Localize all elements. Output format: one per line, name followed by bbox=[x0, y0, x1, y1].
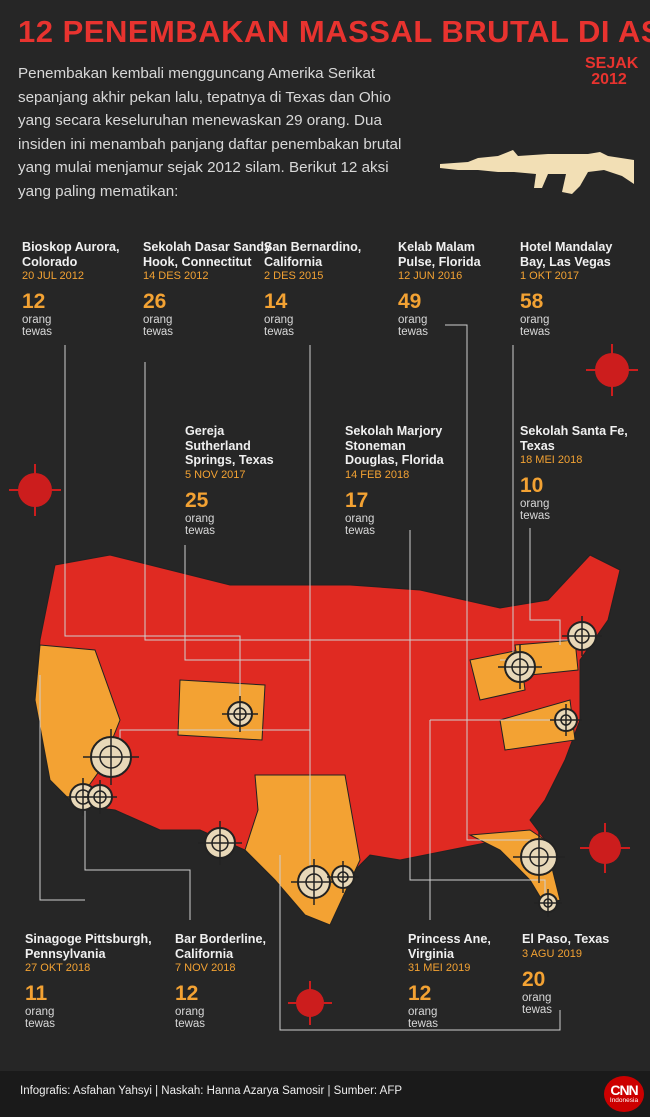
event-date: 7 NOV 2018 bbox=[175, 962, 236, 974]
connector-borderline bbox=[84, 800, 191, 920]
crosshair-icon bbox=[222, 696, 258, 732]
event-card-pulse: Kelab Malam Pulse, Florida 12 JUN 2016 4… bbox=[398, 240, 503, 338]
crosshair-icon bbox=[327, 861, 359, 893]
state-virginia bbox=[499, 699, 576, 751]
event-date: 2 DES 2015 bbox=[264, 270, 324, 282]
crosshair-icon bbox=[498, 645, 542, 689]
event-unit: orang tewas bbox=[25, 1006, 56, 1030]
event-date: 12 JUN 2016 bbox=[398, 270, 463, 282]
page-title: 12 PENEMBAKAN MASSAL BRUTAL DI AS bbox=[18, 14, 650, 49]
event-deaths: 25 bbox=[185, 488, 209, 512]
event-name: Sinagoge Pittsburgh, Pennsylvania bbox=[25, 932, 152, 961]
crosshair-icon bbox=[198, 821, 242, 865]
connector-el-paso bbox=[279, 855, 561, 1031]
event-unit: orang tewas bbox=[520, 314, 551, 338]
event-date: 14 FEB 2018 bbox=[345, 468, 410, 481]
event-date: 27 OKT 2018 bbox=[25, 962, 91, 974]
connector-santa-fe bbox=[529, 528, 561, 645]
event-deaths: 12 bbox=[408, 982, 432, 1005]
event-deaths: 17 bbox=[345, 488, 369, 512]
event-deaths: 12 bbox=[175, 982, 199, 1005]
cnn-logo: CNN Indonesia bbox=[604, 1076, 644, 1112]
event-unit: orang tewas bbox=[398, 314, 429, 338]
event-deaths: 14 bbox=[264, 290, 288, 313]
event-date: 18 MEI 2018 bbox=[520, 454, 583, 466]
event-unit: orang tewas bbox=[185, 512, 216, 537]
event-unit: orang tewas bbox=[22, 314, 53, 338]
crosshair-icon bbox=[83, 780, 117, 814]
event-card-virginia: Princess Ane, Virginia 31 MEI 2019 12 or… bbox=[408, 932, 508, 1030]
event-date: 14 DES 2012 bbox=[143, 270, 209, 282]
event-name: Bioskop Aurora, Colorado bbox=[22, 240, 120, 269]
event-date: 1 OKT 2017 bbox=[520, 270, 580, 282]
event-unit: orang tewas bbox=[345, 512, 376, 537]
state-texas bbox=[244, 774, 361, 926]
connector-sandy-hook bbox=[144, 362, 575, 641]
footer-credit: Infografis: Asfahan Yahsyi | Naskah: Han… bbox=[20, 1085, 403, 1097]
event-card-sutherland: Gereja Sutherland Springs, Texas 5 NOV 2… bbox=[185, 424, 285, 537]
event-card-san-bernardino: San Bernardino, California 2 DES 2015 14… bbox=[264, 240, 374, 338]
crosshair-targets bbox=[64, 616, 602, 917]
event-deaths: 11 bbox=[25, 982, 48, 1005]
rifle-icon bbox=[440, 150, 634, 194]
event-deaths: 10 bbox=[520, 474, 544, 497]
splatter-icon bbox=[9, 464, 61, 516]
event-name: Princess Ane, Virginia bbox=[408, 932, 491, 961]
event-name: Gereja Sutherland Springs, Texas bbox=[185, 424, 274, 467]
event-unit: orang tewas bbox=[143, 314, 174, 338]
event-name: San Bernardino, California bbox=[264, 240, 362, 269]
connector-parkland bbox=[409, 530, 546, 900]
event-deaths: 58 bbox=[520, 290, 544, 313]
connector-pittsburgh bbox=[39, 675, 85, 901]
splatter-icon bbox=[288, 981, 332, 1025]
event-card-el-paso: El Paso, Texas 3 AGU 2019 20 orang tewas bbox=[522, 932, 637, 1016]
splatter-icon bbox=[586, 344, 638, 396]
event-card-sandy-hook: Sekolah Dasar Sandy Hook, Connectitut 14… bbox=[143, 240, 283, 338]
footer-bar: Infografis: Asfahan Yahsyi | Naskah: Han… bbox=[0, 1071, 650, 1117]
event-date: 3 AGU 2019 bbox=[522, 947, 582, 960]
splatter-marks bbox=[9, 344, 638, 1025]
event-name: Kelab Malam Pulse, Florida bbox=[398, 240, 481, 269]
event-card-pittsburgh: Sinagoge Pittsburgh, Pennsylvania 27 OKT… bbox=[25, 932, 160, 1030]
event-deaths: 49 bbox=[398, 290, 422, 313]
us-map bbox=[34, 554, 621, 926]
crosshair-icon bbox=[550, 704, 582, 736]
event-unit: orang tewas bbox=[522, 991, 553, 1016]
event-name: Sekolah Dasar Sandy Hook, Connectitut bbox=[143, 240, 272, 269]
event-deaths: 20 bbox=[522, 967, 546, 991]
connector-sutherland bbox=[184, 545, 311, 878]
event-name: Bar Borderline, California bbox=[175, 932, 266, 961]
crosshair-icon bbox=[83, 729, 139, 785]
event-card-santa-fe: Sekolah Santa Fe, Texas 18 MEI 2018 10 o… bbox=[520, 424, 635, 522]
event-card-borderline: Bar Borderline, California 7 NOV 2018 12… bbox=[175, 932, 275, 1030]
intro-paragraph: Penembakan kembali mengguncang Amerika S… bbox=[18, 65, 402, 200]
crosshair-icon bbox=[534, 889, 562, 917]
event-name: El Paso, Texas bbox=[522, 932, 610, 946]
event-unit: orang tewas bbox=[175, 1006, 206, 1030]
event-unit: orang tewas bbox=[520, 498, 551, 522]
event-unit: orang tewas bbox=[408, 1006, 439, 1030]
event-card-las-vegas: Hotel Mandalay Bay, Las Vegas 1 OKT 2017… bbox=[520, 240, 630, 338]
crosshair-icon bbox=[513, 831, 565, 883]
event-name: Hotel Mandalay Bay, Las Vegas bbox=[520, 240, 613, 269]
event-name: Sekolah Marjory Stoneman Douglas, Florid… bbox=[345, 424, 444, 467]
map-layer bbox=[9, 324, 638, 1031]
event-card-parkland: Sekolah Marjory Stoneman Douglas, Florid… bbox=[345, 424, 455, 537]
connector-aurora bbox=[64, 345, 241, 712]
connector-pulse bbox=[445, 324, 530, 841]
event-card-aurora: Bioskop Aurora, Colorado 20 JUL 2012 12 … bbox=[22, 240, 162, 338]
event-unit: orang tewas bbox=[264, 314, 295, 338]
event-deaths: 12 bbox=[22, 290, 46, 313]
event-date: 31 MEI 2019 bbox=[408, 962, 471, 974]
event-date: 5 NOV 2017 bbox=[185, 468, 246, 481]
event-date: 20 JUL 2012 bbox=[22, 270, 84, 282]
event-name: Sekolah Santa Fe, Texas bbox=[520, 424, 628, 453]
crosshair-icon bbox=[291, 859, 337, 905]
connector-virginia bbox=[429, 719, 560, 920]
crosshair-icon bbox=[562, 616, 602, 656]
since-label: SEJAK 2012 bbox=[585, 55, 639, 88]
splatter-icon bbox=[580, 823, 630, 873]
event-deaths: 26 bbox=[143, 290, 167, 313]
